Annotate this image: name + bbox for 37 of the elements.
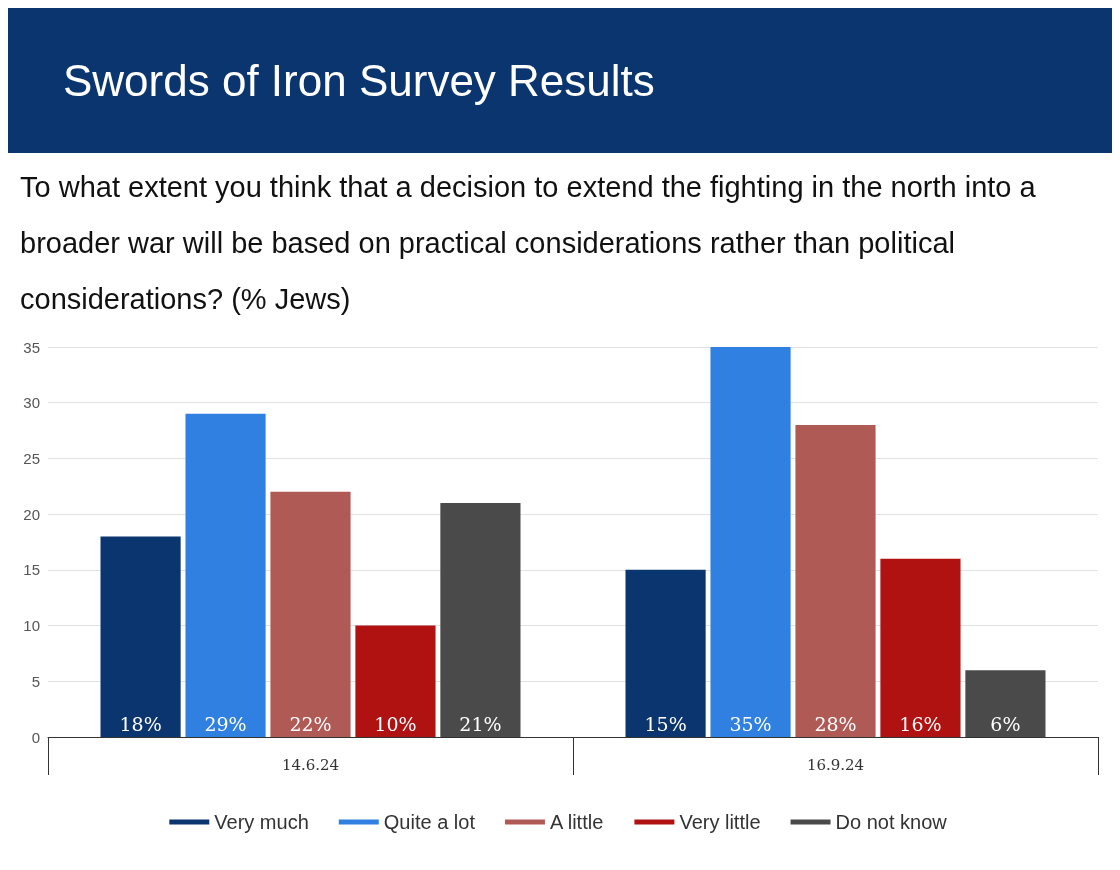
bar — [965, 670, 1046, 737]
y-tick-label: 15 — [23, 561, 40, 579]
data-label: 21% — [459, 712, 502, 735]
data-label: 28% — [814, 712, 857, 735]
y-tick-label: 5 — [31, 672, 40, 690]
bar — [440, 503, 521, 737]
bar — [880, 558, 961, 737]
data-label: 35% — [729, 712, 772, 735]
x-tick-label: 14.6.24 — [281, 755, 340, 774]
y-tick-label: 20 — [23, 505, 40, 523]
data-label: 29% — [204, 712, 247, 735]
y-tick-label: 25 — [23, 449, 40, 467]
data-label: 10% — [374, 712, 417, 735]
legend-label: Quite a lot — [383, 811, 476, 833]
legend-label: Very little — [679, 811, 761, 833]
data-label: 16% — [899, 712, 942, 735]
y-tick-label: 10 — [23, 617, 40, 635]
data-label: 15% — [644, 712, 687, 735]
y-tick-label: 30 — [23, 394, 40, 412]
bar — [100, 536, 181, 737]
legend-label: Very much — [214, 811, 309, 833]
bar — [355, 625, 436, 737]
bar — [185, 413, 266, 737]
data-label: 18% — [119, 712, 162, 735]
x-tick-label: 16.9.24 — [806, 755, 865, 774]
legend-label: A little — [549, 811, 604, 833]
bar — [625, 569, 706, 737]
bar — [270, 491, 351, 737]
bar — [795, 425, 876, 737]
data-label: 22% — [289, 712, 332, 735]
data-label: 6% — [990, 712, 1021, 735]
bar — [710, 347, 791, 737]
chart-title: Swords of Iron Survey Results — [8, 8, 1112, 153]
legend-label: Do not know — [835, 811, 948, 833]
chart-subtitle: To what extent you think that a decision to extend the fighting in the north into a broader war will be based on practical considerations rather than political considerations? (% Jews) — [19, 170, 1037, 317]
y-tick-label: 0 — [31, 728, 40, 746]
y-tick-label: 35 — [23, 338, 40, 356]
